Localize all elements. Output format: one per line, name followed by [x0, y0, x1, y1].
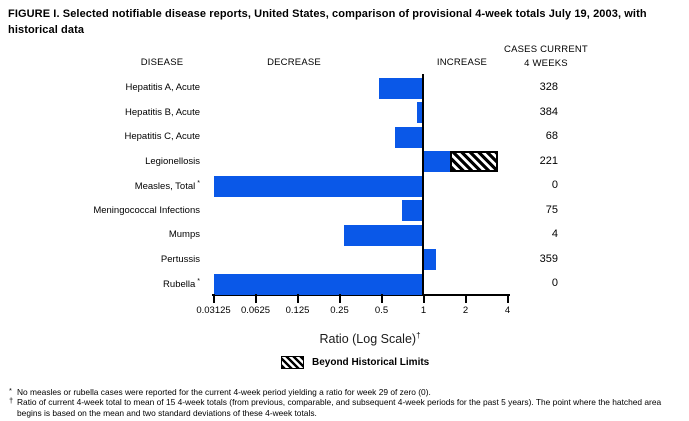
ratio-bar: [344, 224, 422, 246]
ratio-bar: [213, 273, 422, 295]
hatch-swatch-icon: [281, 356, 304, 369]
axis-tick: [506, 294, 509, 303]
footnotes: * No measles or rubella cases were report…: [8, 386, 686, 418]
footnote-text: Ratio of current 4-week total to mean of…: [17, 397, 662, 418]
footnote: * No measles or rubella cases were report…: [8, 386, 686, 397]
footnote: † Ratio of current 4-week total to mean o…: [8, 396, 686, 418]
footnote-text: No measles or rubella cases were reporte…: [17, 387, 431, 397]
footnote-marker: *: [9, 386, 12, 395]
cases-value: 359: [539, 252, 558, 265]
axis-tick: [422, 294, 425, 303]
axis-tick: [464, 294, 467, 303]
disease-label: Hepatitis A, Acute: [125, 82, 200, 93]
cases-value: 68: [545, 130, 558, 142]
column-header-increase: INCREASE: [436, 57, 488, 68]
x-axis-line: [212, 294, 510, 296]
disease-label: Mumps: [168, 229, 200, 240]
axis-tick: [380, 294, 383, 303]
x-axis-title-text: Ratio (Log Scale): [319, 332, 417, 347]
axis-tick-label: 0.03125: [196, 305, 231, 316]
ratio-bar: [401, 200, 422, 221]
ratio-bar: [417, 102, 422, 123]
axis-tick: [254, 294, 257, 303]
cases-value: 0: [551, 179, 558, 191]
disease-label: Pertussis: [160, 253, 200, 265]
axis-tick-label: 0.5: [374, 305, 389, 316]
disease-label: Measles, Total *: [134, 180, 200, 193]
legend: Beyond Historical Limits: [281, 356, 429, 369]
cases-value: 221: [539, 154, 558, 167]
ratio-bar: [394, 126, 422, 148]
cases-value: 328: [539, 81, 558, 93]
column-header-cases: CASES CURRENT 4 WEEKS: [489, 43, 603, 71]
ratio-bar: [213, 175, 422, 197]
x-axis-title-dagger: †: [416, 331, 421, 340]
ratio-bar: [379, 77, 422, 99]
beyond-limit-hatch-bar: [450, 151, 498, 172]
cases-value: 4: [551, 228, 558, 240]
disease-label: Meningococcal Infections: [93, 204, 200, 216]
footnote-marker: *: [197, 180, 200, 187]
column-header-cases-line1: CASES CURRENT: [504, 44, 588, 55]
cases-value: 0: [551, 277, 558, 289]
disease-label: Legionellosis: [145, 155, 200, 167]
ratio-bar: [424, 249, 436, 270]
disease-label: Hepatitis C, Acute: [124, 131, 200, 142]
baseline-ratio-1-line: [422, 74, 424, 296]
disease-label: Rubella *: [163, 278, 200, 291]
axis-tick-label: 0.0625: [240, 305, 271, 316]
column-header-decrease: DECREASE: [267, 57, 321, 68]
column-header-cases-line2: 4 WEEKS: [524, 57, 568, 69]
footnote-marker: *: [197, 278, 200, 285]
x-axis-title: Ratio (Log Scale)†: [270, 331, 470, 346]
axis-tick-label: 0.125: [285, 305, 310, 316]
footnote-marker: †: [9, 396, 14, 406]
axis-tick-label: 1: [420, 305, 427, 316]
axis-tick-label: 2: [462, 305, 469, 316]
ratio-bar: [424, 151, 451, 172]
column-header-disease: DISEASE: [140, 57, 184, 68]
figure-title: FIGURE I. Selected notifiable disease re…: [8, 8, 647, 36]
cases-value: 384: [539, 105, 558, 118]
axis-tick: [212, 294, 215, 303]
axis-tick-label: 0.25: [330, 305, 349, 316]
cases-value: 75: [545, 203, 558, 216]
disease-label: Hepatitis B, Acute: [125, 106, 200, 118]
axis-tick: [296, 294, 299, 303]
axis-tick-label: 4: [504, 305, 511, 316]
axis-tick: [338, 294, 341, 303]
legend-label: Beyond Historical Limits: [312, 357, 430, 368]
